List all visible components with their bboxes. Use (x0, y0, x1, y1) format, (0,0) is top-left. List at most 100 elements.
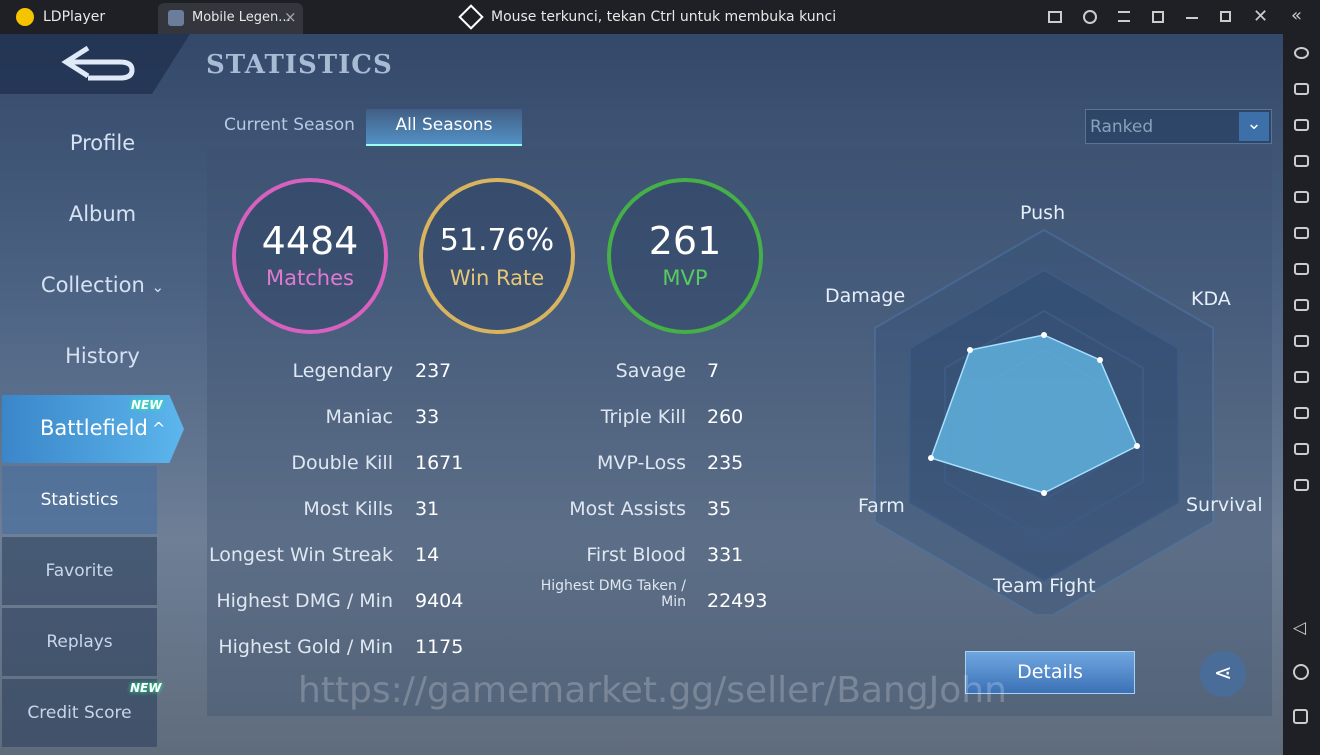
menu-item[interactable]: Profile (69, 131, 136, 155)
stat-label: Highest DMG Taken / Min (540, 578, 686, 610)
submenu-item-active[interactable]: Statistics (2, 466, 157, 534)
radar-label: Survival (1186, 494, 1263, 516)
tool-icon[interactable] (1294, 479, 1309, 491)
back-button[interactable] (58, 42, 138, 86)
notice: Mouse terkunci, tekan Ctrl untuk membuka… (491, 9, 837, 25)
stat-label: Highest Gold / Min (218, 636, 393, 658)
minimize[interactable] (1186, 17, 1198, 19)
menu-label: Collection (40, 273, 145, 297)
stat-label: First Blood (586, 544, 686, 566)
nav-recent[interactable] (1293, 709, 1308, 724)
menu-item[interactable]: Collection ⌄ (0, 273, 205, 297)
filter-dropdown[interactable]: Ranked ⌄ (1085, 109, 1272, 144)
side-toolbar: ◁ (1283, 34, 1320, 755)
chevron: ^ (152, 419, 166, 438)
stat-value: 331 (707, 544, 744, 566)
summary-label: Matches (266, 266, 354, 290)
radar-label: Farm (858, 495, 905, 517)
dropdown-arrow: ⌄ (1239, 112, 1269, 141)
tool-icon[interactable] (1294, 227, 1309, 239)
stat-label: Savage (615, 360, 686, 382)
tool-icon[interactable] (1294, 443, 1309, 455)
stat-label: Highest DMG / Min (216, 590, 393, 612)
chevron: ⌄ (151, 278, 165, 296)
app-logo (16, 8, 34, 26)
collapse[interactable]: « (1291, 5, 1303, 26)
stat-label: Most Assists (569, 498, 686, 520)
stat-value: 14 (415, 544, 440, 566)
stat-value: 22493 (707, 590, 768, 612)
stat-label: Triple Kill (600, 406, 686, 428)
radar-chart (874, 228, 1214, 614)
radar-label: Team Fight (993, 575, 1096, 597)
tool-icon[interactable] (1294, 119, 1309, 131)
stat-value: 260 (707, 406, 744, 428)
summary-value: 51.76% (439, 223, 555, 258)
stat-label: Maniac (325, 406, 393, 428)
window-button[interactable] (1152, 11, 1164, 23)
summary-label: Win Rate (449, 266, 545, 290)
radar-label: Push (1020, 202, 1066, 224)
summary-ring: 4484 Matches (232, 178, 388, 334)
stat-value: 235 (707, 452, 744, 474)
tab-active[interactable]: All Seasons (366, 109, 522, 146)
tool-icon[interactable] (1294, 83, 1309, 95)
tab[interactable]: Mobile Legen... × (158, 3, 303, 34)
stat-value: 7 (707, 360, 720, 382)
nav-home[interactable] (1293, 664, 1309, 680)
window-button[interactable] (1048, 11, 1062, 23)
stat-value: 1671 (415, 452, 464, 474)
nav-back[interactable]: ◁ (1293, 618, 1307, 638)
share-button[interactable]: ⋖ (1200, 651, 1246, 697)
page-title: STATISTICS (206, 50, 393, 80)
menu-item-active[interactable]: Battlefield ^ (2, 395, 184, 463)
tab-close[interactable]: × (284, 8, 297, 26)
menu-item[interactable]: Album (68, 202, 137, 226)
summary-label: MVP (662, 266, 708, 290)
maximize[interactable] (1220, 11, 1231, 22)
stat-label: Legendary (292, 360, 394, 382)
stat-label: Double Kill (291, 452, 393, 474)
tool-icon[interactable] (1294, 371, 1309, 383)
tool-icon[interactable] (1294, 407, 1309, 419)
stat-value: 237 (415, 360, 452, 382)
stat-label: Longest Win Streak (208, 544, 393, 566)
tab-title: Mobile Legen... (192, 10, 291, 25)
stat-label: MVP-Loss (597, 452, 686, 474)
tool-icon[interactable] (1294, 47, 1309, 59)
title-bar: LDPlayer Mobile Legen... × Mouse terkunc… (0, 0, 1320, 34)
tab[interactable]: Current Season (224, 115, 355, 135)
tool-icon[interactable] (1294, 335, 1309, 347)
lock-icon (458, 4, 484, 30)
summary-value: 4484 (261, 219, 359, 263)
submenu-item[interactable]: Credit Score (2, 679, 157, 747)
summary-ring: 51.76% Win Rate (419, 178, 575, 334)
stat-label: Most Kills (303, 498, 393, 520)
window-button[interactable] (1083, 10, 1097, 24)
stat-value: 31 (415, 498, 440, 520)
stat-value: 35 (707, 498, 732, 520)
submenu-item[interactable]: Replays (2, 608, 157, 676)
new-badge: NEW (130, 681, 162, 695)
close[interactable]: ✕ (1253, 6, 1269, 27)
menu-item[interactable]: History (65, 344, 140, 368)
radar-label: KDA (1191, 288, 1231, 310)
new-badge: NEW (131, 398, 163, 412)
summary-value: 261 (648, 219, 722, 263)
radar-grid (874, 228, 1214, 614)
tool-icon[interactable] (1294, 299, 1309, 311)
tool-icon[interactable] (1294, 191, 1309, 203)
submenu-item[interactable]: Favorite (2, 537, 157, 605)
app-name: LDPlayer (43, 9, 106, 25)
tool-icon[interactable] (1294, 263, 1309, 275)
stat-value: 33 (415, 406, 440, 428)
tool-icon[interactable] (1294, 155, 1309, 167)
summary-ring: 261 MVP (607, 178, 763, 334)
window-button[interactable] (1118, 11, 1130, 22)
stat-value: 9404 (415, 590, 464, 612)
details-button[interactable]: Details (965, 651, 1135, 694)
stat-value: 1175 (415, 636, 464, 658)
watermark: https://gamemarket.gg/seller/BangJohn (298, 670, 1007, 711)
menu-label: Battlefield (40, 416, 148, 440)
